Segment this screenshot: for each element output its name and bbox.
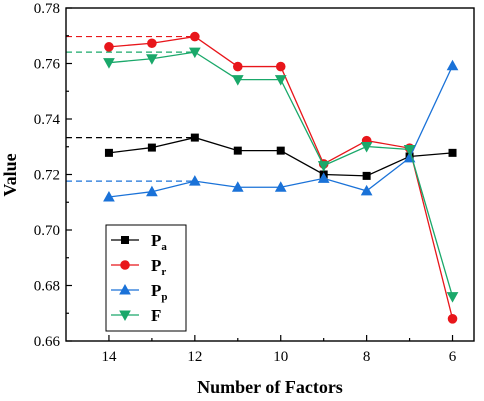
legend-item: Pp bbox=[111, 281, 168, 303]
data-point bbox=[446, 59, 459, 71]
series-layer bbox=[103, 31, 459, 324]
data-point bbox=[146, 54, 158, 65]
x-tick-label: 6 bbox=[449, 349, 457, 365]
reference-lines bbox=[66, 35, 195, 182]
legend-label-main: F bbox=[151, 306, 161, 325]
data-point bbox=[104, 42, 114, 52]
data-point bbox=[104, 148, 113, 157]
data-point bbox=[274, 181, 287, 192]
x-tick-label: 10 bbox=[273, 349, 288, 365]
y-tick-label: 0.68 bbox=[34, 279, 60, 295]
legend-label-sub: a bbox=[161, 241, 167, 253]
data-point bbox=[446, 292, 459, 303]
legend-label: F bbox=[151, 306, 161, 325]
data-point bbox=[146, 185, 158, 197]
legend-marker bbox=[119, 310, 131, 322]
legend-label-main: P bbox=[151, 256, 161, 275]
data-point bbox=[188, 47, 201, 59]
series-pp bbox=[103, 59, 459, 202]
data-point bbox=[360, 184, 373, 196]
y-tick-label: 0.70 bbox=[34, 223, 60, 239]
legend-marker bbox=[121, 236, 129, 244]
x-tick-label: 12 bbox=[187, 349, 202, 365]
y-tick-label: 0.66 bbox=[34, 334, 61, 350]
legend-label: Pa bbox=[151, 231, 167, 253]
data-point bbox=[232, 61, 243, 72]
data-point bbox=[362, 171, 371, 180]
legend-label-sub: r bbox=[161, 266, 166, 278]
data-point bbox=[190, 133, 199, 142]
legend-label-main: P bbox=[151, 281, 161, 300]
data-point bbox=[448, 148, 457, 157]
data-point bbox=[190, 31, 200, 42]
legend-item: Pr bbox=[111, 256, 166, 278]
y-tick-label: 0.72 bbox=[34, 168, 60, 184]
data-point bbox=[147, 143, 156, 152]
data-point bbox=[147, 38, 157, 49]
data-point bbox=[447, 314, 458, 324]
legend-label: Pr bbox=[151, 256, 166, 278]
data-point bbox=[317, 161, 330, 172]
axis-ticks: 0.66 0.68 0.70 0.72 0.74 0.76 0.78 14 12 10 8 6 bbox=[34, 1, 457, 365]
x-tick-label: 8 bbox=[363, 349, 371, 365]
data-point bbox=[188, 175, 201, 186]
legend-label-sub: p bbox=[161, 291, 167, 303]
series-f bbox=[103, 47, 459, 303]
y-tick-label: 0.74 bbox=[34, 112, 61, 128]
x-tick-label: 14 bbox=[101, 349, 117, 365]
y-tick-label: 0.76 bbox=[34, 57, 61, 73]
data-point bbox=[275, 61, 286, 72]
data-point bbox=[231, 75, 244, 86]
data-point bbox=[231, 181, 244, 192]
legend-item: Pa bbox=[111, 231, 167, 253]
series-pa bbox=[104, 133, 457, 180]
x-axis-title: Number of Factors bbox=[197, 377, 343, 397]
legend-box bbox=[105, 224, 187, 332]
y-tick-label: 0.78 bbox=[34, 1, 60, 17]
data-point bbox=[403, 145, 416, 156]
data-point bbox=[276, 146, 285, 155]
legend-marker bbox=[119, 283, 131, 295]
y-axis-title: Value bbox=[0, 153, 20, 196]
data-point bbox=[317, 172, 330, 183]
data-point bbox=[103, 190, 115, 202]
legend-marker bbox=[120, 260, 130, 270]
legend-label: Pp bbox=[151, 281, 168, 303]
data-point bbox=[274, 75, 287, 86]
series-line bbox=[108, 136, 453, 177]
legend-label-main: P bbox=[151, 231, 161, 250]
data-point bbox=[360, 141, 373, 153]
legend-item: F bbox=[111, 306, 161, 325]
data-point bbox=[233, 146, 242, 155]
data-point bbox=[103, 58, 115, 69]
